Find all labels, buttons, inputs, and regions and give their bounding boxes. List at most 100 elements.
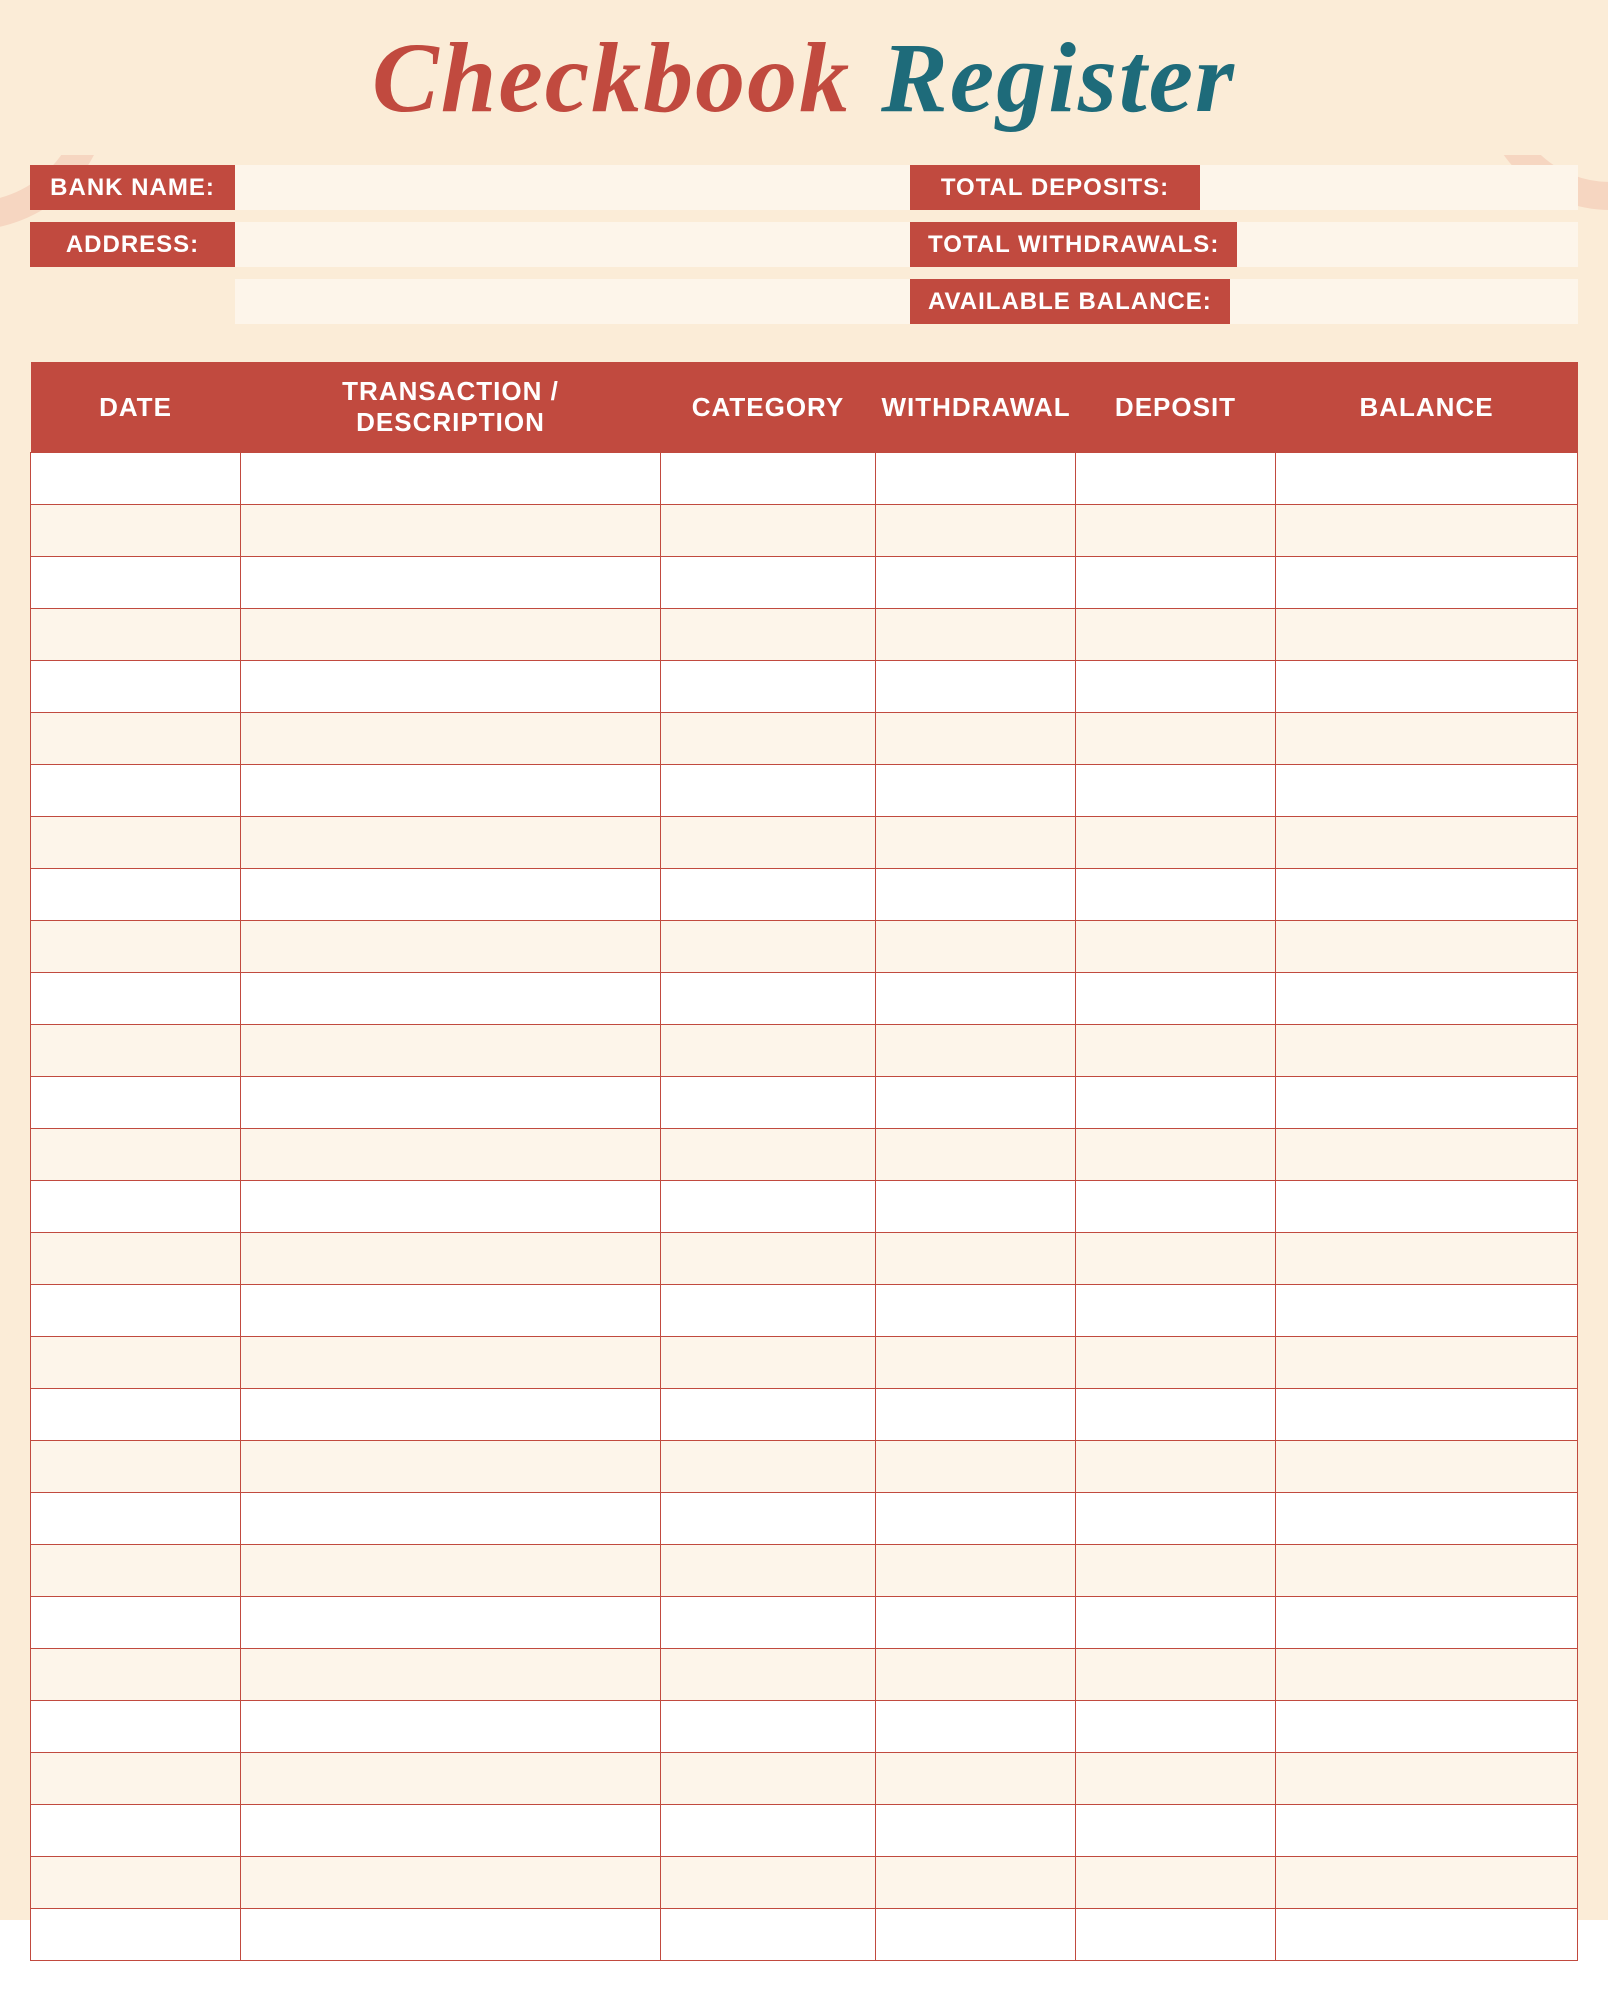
cell-deposit[interactable] (1076, 1701, 1276, 1753)
cell-deposit[interactable] (1076, 1857, 1276, 1909)
cell-balance[interactable] (1276, 1441, 1578, 1493)
cell-withdrawal[interactable] (876, 1649, 1076, 1701)
cell-withdrawal[interactable] (876, 1701, 1076, 1753)
cell-withdrawal[interactable] (876, 1753, 1076, 1805)
cell-balance[interactable] (1276, 1909, 1578, 1961)
total-withdrawals-value[interactable] (1237, 222, 1578, 267)
cell-date[interactable] (31, 1181, 241, 1233)
cell-description[interactable] (241, 713, 661, 765)
cell-withdrawal[interactable] (876, 1441, 1076, 1493)
cell-deposit[interactable] (1076, 661, 1276, 713)
cell-deposit[interactable] (1076, 557, 1276, 609)
cell-deposit[interactable] (1076, 505, 1276, 557)
cell-description[interactable] (241, 921, 661, 973)
cell-category[interactable] (661, 1077, 876, 1129)
cell-category[interactable] (661, 1129, 876, 1181)
cell-deposit[interactable] (1076, 1337, 1276, 1389)
cell-description[interactable] (241, 1597, 661, 1649)
cell-category[interactable] (661, 1337, 876, 1389)
cell-balance[interactable] (1276, 557, 1578, 609)
cell-deposit[interactable] (1076, 1753, 1276, 1805)
cell-deposit[interactable] (1076, 1389, 1276, 1441)
cell-description[interactable] (241, 1701, 661, 1753)
cell-date[interactable] (31, 1597, 241, 1649)
cell-balance[interactable] (1276, 817, 1578, 869)
cell-description[interactable] (241, 609, 661, 661)
cell-date[interactable] (31, 1493, 241, 1545)
cell-deposit[interactable] (1076, 713, 1276, 765)
cell-description[interactable] (241, 1077, 661, 1129)
cell-deposit[interactable] (1076, 973, 1276, 1025)
cell-balance[interactable] (1276, 1805, 1578, 1857)
cell-balance[interactable] (1276, 661, 1578, 713)
cell-deposit[interactable] (1076, 1077, 1276, 1129)
cell-description[interactable] (241, 453, 661, 505)
cell-date[interactable] (31, 1649, 241, 1701)
cell-balance[interactable] (1276, 921, 1578, 973)
cell-withdrawal[interactable] (876, 765, 1076, 817)
address-2-value[interactable] (235, 279, 910, 324)
cell-balance[interactable] (1276, 453, 1578, 505)
cell-withdrawal[interactable] (876, 661, 1076, 713)
cell-description[interactable] (241, 1857, 661, 1909)
cell-withdrawal[interactable] (876, 1805, 1076, 1857)
cell-balance[interactable] (1276, 1545, 1578, 1597)
cell-withdrawal[interactable] (876, 1597, 1076, 1649)
cell-description[interactable] (241, 973, 661, 1025)
cell-description[interactable] (241, 1441, 661, 1493)
cell-category[interactable] (661, 1649, 876, 1701)
cell-withdrawal[interactable] (876, 1025, 1076, 1077)
cell-deposit[interactable] (1076, 869, 1276, 921)
cell-withdrawal[interactable] (876, 973, 1076, 1025)
cell-date[interactable] (31, 1233, 241, 1285)
cell-category[interactable] (661, 609, 876, 661)
cell-date[interactable] (31, 1857, 241, 1909)
cell-category[interactable] (661, 1389, 876, 1441)
cell-date[interactable] (31, 1077, 241, 1129)
cell-category[interactable] (661, 1025, 876, 1077)
cell-date[interactable] (31, 1545, 241, 1597)
cell-description[interactable] (241, 1181, 661, 1233)
cell-withdrawal[interactable] (876, 557, 1076, 609)
cell-date[interactable] (31, 765, 241, 817)
cell-date[interactable] (31, 1129, 241, 1181)
cell-description[interactable] (241, 1493, 661, 1545)
cell-category[interactable] (661, 921, 876, 973)
cell-date[interactable] (31, 1909, 241, 1961)
cell-date[interactable] (31, 609, 241, 661)
cell-withdrawal[interactable] (876, 1909, 1076, 1961)
cell-balance[interactable] (1276, 1493, 1578, 1545)
cell-date[interactable] (31, 1753, 241, 1805)
cell-category[interactable] (661, 1493, 876, 1545)
cell-date[interactable] (31, 1441, 241, 1493)
cell-category[interactable] (661, 1597, 876, 1649)
cell-balance[interactable] (1276, 713, 1578, 765)
cell-withdrawal[interactable] (876, 1493, 1076, 1545)
cell-balance[interactable] (1276, 1233, 1578, 1285)
cell-category[interactable] (661, 557, 876, 609)
cell-date[interactable] (31, 713, 241, 765)
cell-deposit[interactable] (1076, 1441, 1276, 1493)
cell-category[interactable] (661, 713, 876, 765)
cell-balance[interactable] (1276, 505, 1578, 557)
cell-category[interactable] (661, 1233, 876, 1285)
cell-deposit[interactable] (1076, 765, 1276, 817)
cell-balance[interactable] (1276, 1181, 1578, 1233)
cell-balance[interactable] (1276, 1857, 1578, 1909)
cell-description[interactable] (241, 1753, 661, 1805)
cell-date[interactable] (31, 453, 241, 505)
cell-withdrawal[interactable] (876, 1389, 1076, 1441)
cell-balance[interactable] (1276, 1129, 1578, 1181)
cell-deposit[interactable] (1076, 1181, 1276, 1233)
cell-category[interactable] (661, 1441, 876, 1493)
cell-description[interactable] (241, 1805, 661, 1857)
cell-description[interactable] (241, 1025, 661, 1077)
cell-deposit[interactable] (1076, 1909, 1276, 1961)
cell-description[interactable] (241, 1129, 661, 1181)
cell-balance[interactable] (1276, 1285, 1578, 1337)
cell-date[interactable] (31, 557, 241, 609)
cell-deposit[interactable] (1076, 921, 1276, 973)
cell-deposit[interactable] (1076, 817, 1276, 869)
cell-withdrawal[interactable] (876, 505, 1076, 557)
cell-deposit[interactable] (1076, 1545, 1276, 1597)
